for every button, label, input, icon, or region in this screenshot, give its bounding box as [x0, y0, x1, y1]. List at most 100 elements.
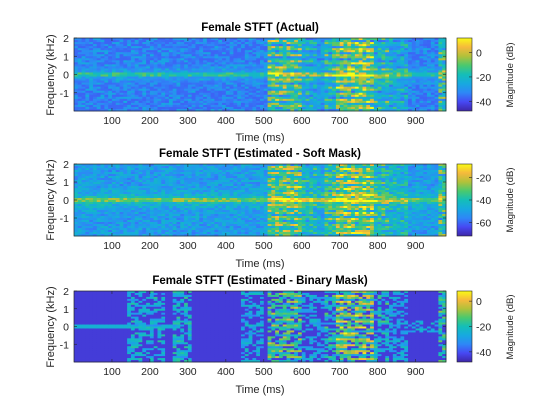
heatmap-cell	[138, 184, 143, 187]
heatmap-cell	[282, 76, 287, 79]
heatmap-cell	[146, 184, 151, 187]
heatmap-cell	[260, 66, 265, 69]
heatmap-cell	[206, 70, 212, 73]
heatmap-cell	[172, 82, 177, 86]
heatmap-cell	[85, 164, 90, 167]
heatmap-cell	[362, 88, 367, 92]
heatmap-cell	[339, 60, 344, 63]
heatmap-cell	[233, 102, 238, 106]
heatmap-cell	[271, 48, 276, 51]
heatmap-cell	[85, 228, 90, 231]
heatmap-cell	[81, 96, 86, 100]
heatmap-cell	[427, 68, 432, 71]
heatmap-cell	[415, 84, 420, 88]
heatmap-cell	[411, 88, 417, 92]
heatmap-cell	[138, 80, 143, 84]
heatmap-cell	[225, 54, 231, 57]
heatmap-cell	[203, 176, 208, 179]
heatmap-cell	[153, 84, 158, 88]
heatmap-cell	[229, 90, 234, 94]
heatmap-cell	[161, 96, 166, 100]
heatmap-cell	[237, 46, 242, 49]
heatmap-cell	[165, 226, 170, 229]
heatmap-cell	[286, 60, 291, 63]
heatmap-cell	[165, 52, 170, 55]
heatmap-cell	[218, 186, 223, 189]
heatmap-cell	[203, 192, 208, 195]
heatmap-cell	[92, 84, 98, 88]
heatmap-cell	[370, 94, 375, 98]
heatmap-cell	[138, 230, 143, 233]
heatmap-cell	[161, 64, 166, 67]
heatmap-cell	[222, 172, 227, 175]
heatmap-cell	[203, 190, 208, 193]
heatmap-cell	[115, 80, 120, 84]
heatmap-cell	[74, 70, 79, 73]
heatmap-cell	[138, 88, 143, 92]
heatmap-cell	[89, 210, 94, 213]
heatmap-cell	[81, 194, 86, 197]
heatmap-cell	[354, 48, 360, 51]
heatmap-cell	[176, 170, 181, 173]
heatmap-cell	[392, 82, 398, 86]
heatmap-cell	[385, 102, 390, 106]
heatmap-cell	[74, 206, 79, 209]
heatmap-cell	[191, 184, 196, 187]
heatmap-cell	[81, 94, 86, 98]
heatmap-cell	[172, 208, 177, 211]
heatmap-cell	[199, 194, 204, 197]
heatmap-cell	[195, 104, 200, 108]
heatmap-cell	[358, 104, 363, 108]
heatmap-cell	[286, 98, 291, 102]
heatmap-cell	[358, 58, 363, 61]
heatmap-cell	[157, 168, 162, 171]
heatmap-cell	[89, 216, 94, 219]
heatmap-cell	[184, 200, 189, 203]
heatmap-cell	[271, 78, 276, 81]
heatmap-cell	[108, 42, 113, 45]
heatmap-cell	[74, 54, 79, 57]
heatmap-cell	[142, 212, 147, 215]
heatmap-cell	[161, 190, 166, 193]
heatmap-cell	[370, 80, 375, 84]
heatmap-cell	[130, 184, 136, 187]
heatmap-cell	[191, 58, 196, 61]
heatmap-cell	[385, 80, 390, 84]
heatmap-cell	[111, 232, 117, 235]
heatmap-cell	[313, 42, 318, 45]
heatmap-cell	[149, 72, 155, 75]
heatmap-cell	[396, 46, 401, 49]
heatmap-cell	[335, 42, 341, 45]
heatmap-cell	[142, 58, 147, 61]
heatmap-cell	[100, 224, 105, 227]
heatmap-cell	[271, 44, 276, 47]
heatmap-cell	[389, 90, 394, 94]
heatmap-cell	[218, 76, 223, 79]
heatmap-cell	[176, 194, 181, 197]
heatmap-cell	[332, 44, 337, 47]
heatmap-cell	[275, 82, 280, 86]
heatmap-cell	[210, 206, 215, 209]
heatmap-cell	[415, 52, 420, 55]
heatmap-cell	[309, 86, 314, 90]
heatmap-cell	[210, 220, 215, 223]
heatmap-cell	[119, 216, 124, 219]
heatmap-cell	[199, 64, 204, 67]
heatmap-cell	[339, 86, 344, 90]
heatmap-cell	[351, 90, 356, 94]
heatmap-cell	[294, 74, 299, 77]
heatmap-cell	[427, 52, 432, 55]
heatmap-cell	[423, 62, 428, 65]
heatmap-cell	[191, 72, 196, 75]
heatmap-cell	[104, 72, 109, 75]
heatmap-cell	[142, 38, 147, 41]
heatmap-cell	[381, 104, 386, 108]
heatmap-cell	[328, 68, 333, 71]
heatmap-cell	[408, 76, 413, 79]
heatmap-cell	[332, 72, 337, 75]
heatmap-cell	[168, 54, 174, 57]
heatmap-cell	[430, 50, 436, 53]
heatmap-cell	[180, 222, 185, 225]
heatmap-cell	[332, 94, 337, 98]
heatmap-cell	[199, 48, 204, 51]
